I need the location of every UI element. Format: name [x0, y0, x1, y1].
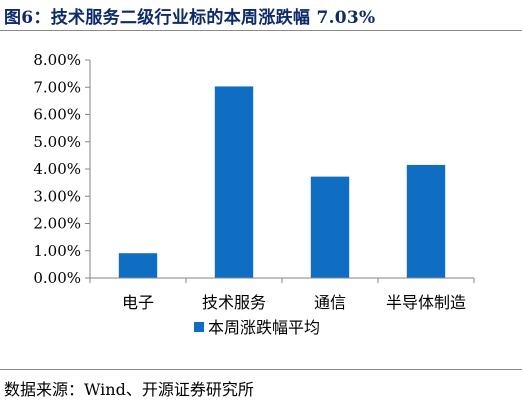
y-tick-label: 7.00%	[33, 78, 81, 96]
y-tick-label: 1.00%	[33, 242, 81, 260]
y-tick-label: 0.00%	[33, 269, 81, 287]
legend-swatch	[194, 322, 204, 332]
y-tick-label: 5.00%	[33, 133, 81, 151]
y-axis: 0.00% 1.00% 2.00% 3.00% 4.00% 5.00% 6.00% 7.00%…	[33, 51, 91, 287]
legend-label: 本周涨跌幅平均	[208, 318, 320, 337]
x-tick-label: 技术服务	[202, 293, 266, 312]
y-tick-label: 6.00%	[33, 106, 81, 124]
x-axis: 电子 技术服务 通信 半导体制造	[89, 277, 475, 312]
bar	[406, 164, 446, 278]
source-note: 数据来源：Wind、开源证券研究所	[4, 380, 254, 399]
bars	[118, 86, 446, 279]
x-tick-label: 电子	[122, 293, 154, 312]
y-tick-label: 3.00%	[33, 187, 81, 205]
footer-divider	[0, 369, 522, 370]
y-tick-label: 4.00%	[33, 160, 81, 178]
y-tick-label: 8.00%	[33, 51, 81, 69]
y-tick-label: 2.00%	[33, 215, 81, 233]
x-tick-label: 通信	[314, 293, 346, 312]
bar-chart: 0.00% 1.00% 2.00% 3.00% 4.00% 5.00% 6.00% 7.00%…	[33, 51, 475, 337]
bar	[310, 176, 350, 278]
legend: 本周涨跌幅平均	[194, 318, 320, 337]
figure-title: 图6：技术服务二级行业标的本周涨跌幅 7.03%	[4, 8, 376, 28]
bar	[214, 86, 254, 279]
x-tick-label: 半导体制造	[386, 293, 466, 312]
bar	[118, 253, 158, 278]
title-divider	[0, 30, 522, 31]
